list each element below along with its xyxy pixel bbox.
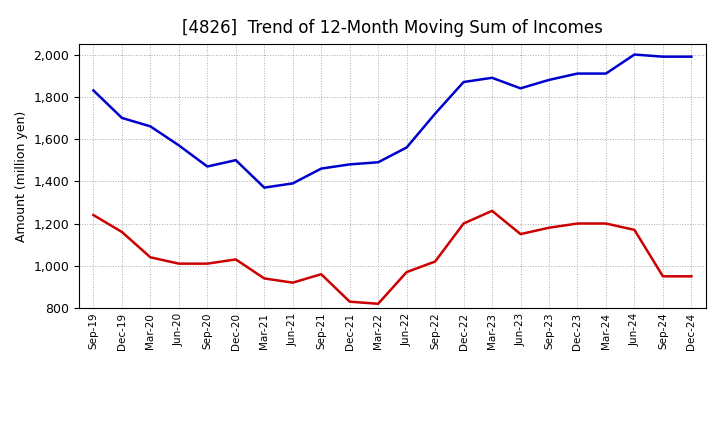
Ordinary Income — [289, 181, 297, 186]
Line: Net Income: Net Income — [94, 211, 691, 304]
Ordinary Income — [487, 75, 496, 81]
Net Income — [232, 257, 240, 262]
Line: Ordinary Income: Ordinary Income — [94, 55, 691, 187]
Net Income — [146, 255, 155, 260]
Ordinary Income — [260, 185, 269, 190]
Net Income — [402, 269, 411, 275]
Y-axis label: Amount (million yen): Amount (million yen) — [15, 110, 28, 242]
Net Income — [89, 213, 98, 218]
Net Income — [602, 221, 611, 226]
Ordinary Income — [687, 54, 696, 59]
Net Income — [459, 221, 468, 226]
Ordinary Income — [545, 77, 554, 83]
Ordinary Income — [573, 71, 582, 76]
Ordinary Income — [402, 145, 411, 150]
Ordinary Income — [374, 160, 382, 165]
Title: [4826]  Trend of 12-Month Moving Sum of Incomes: [4826] Trend of 12-Month Moving Sum of I… — [182, 19, 603, 37]
Ordinary Income — [232, 158, 240, 163]
Net Income — [545, 225, 554, 231]
Ordinary Income — [174, 143, 183, 148]
Net Income — [203, 261, 212, 266]
Net Income — [117, 229, 126, 235]
Ordinary Income — [516, 86, 525, 91]
Ordinary Income — [317, 166, 325, 171]
Net Income — [659, 274, 667, 279]
Ordinary Income — [431, 111, 439, 116]
Ordinary Income — [459, 79, 468, 84]
Ordinary Income — [346, 162, 354, 167]
Ordinary Income — [146, 124, 155, 129]
Net Income — [374, 301, 382, 306]
Ordinary Income — [117, 115, 126, 121]
Net Income — [516, 231, 525, 237]
Ordinary Income — [89, 88, 98, 93]
Net Income — [687, 274, 696, 279]
Net Income — [260, 276, 269, 281]
Net Income — [573, 221, 582, 226]
Net Income — [630, 227, 639, 232]
Net Income — [487, 208, 496, 213]
Net Income — [289, 280, 297, 285]
Ordinary Income — [602, 71, 611, 76]
Net Income — [317, 271, 325, 277]
Ordinary Income — [203, 164, 212, 169]
Net Income — [346, 299, 354, 304]
Ordinary Income — [659, 54, 667, 59]
Ordinary Income — [630, 52, 639, 57]
Net Income — [174, 261, 183, 266]
Net Income — [431, 259, 439, 264]
